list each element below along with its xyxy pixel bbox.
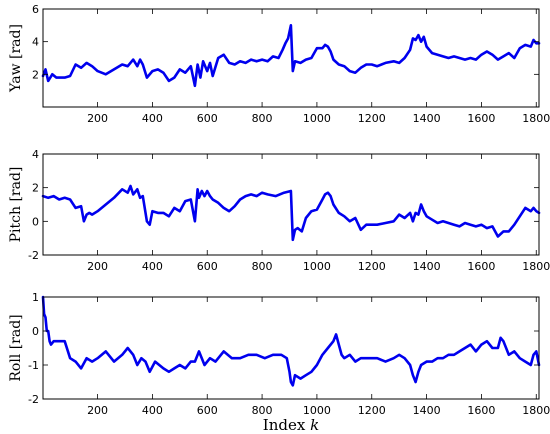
roll-x-tick-label: 1600 <box>467 404 495 417</box>
roll-x-tick-label: 200 <box>87 404 108 417</box>
roll-y-axis-label: Roll [rad] <box>8 314 24 381</box>
yaw-x-tick-label: 1800 <box>522 112 550 125</box>
yaw-y-tick-label: 6 <box>32 3 39 16</box>
roll-x-tick-label: 800 <box>252 404 273 417</box>
pitch-series-line-0 <box>41 184 541 242</box>
pitch-axes-frame <box>42 153 540 256</box>
pitch-panel: 200 400 600 800 1000 1200 1400 1600 1800 -2 0 2 4 Pit… <box>8 148 550 273</box>
pitch-x-tick-label: 600 <box>197 260 218 273</box>
yaw-x-tick-label: 1600 <box>467 112 495 125</box>
pitch-y-tick-label: -2 <box>28 249 39 262</box>
pitch-x-tick-label: 800 <box>252 260 273 273</box>
yaw-y-tick-label: 4 <box>32 36 39 49</box>
pitch-x-tick-label: 1600 <box>467 260 495 273</box>
roll-x-tick-label: 1200 <box>358 404 386 417</box>
pitch-y-tick-label: 2 <box>32 182 39 195</box>
roll-x-tick-label: 400 <box>142 404 163 417</box>
yaw-y-axis-label: Yaw [rad] <box>8 24 24 93</box>
yaw-x-tick-label: 600 <box>197 112 218 125</box>
yaw-x-tick-label: 1200 <box>358 112 386 125</box>
yaw-series-line-0 <box>41 24 541 88</box>
pitch-x-tick-label: 400 <box>142 260 163 273</box>
pitch-y-tick-label: 0 <box>32 215 39 228</box>
roll-panel: 200 400 600 800 1000 1200 1400 1600 1800 -2 -1 0 1 Ro… <box>8 291 550 417</box>
yaw-x-tick-label: 400 <box>142 112 163 125</box>
yaw-x-tick-label: 200 <box>87 112 108 125</box>
roll-series-line-0 <box>41 295 541 387</box>
roll-y-tick-label: 1 <box>32 291 39 304</box>
yaw-x-tick-label: 1000 <box>303 112 331 125</box>
yaw-x-tick-label: 1400 <box>413 112 441 125</box>
roll-x-tick-label: 1400 <box>413 404 441 417</box>
roll-y-tick-label: -1 <box>28 359 39 372</box>
pitch-x-tick-label: 1400 <box>413 260 441 273</box>
pitch-y-axis-label: Pitch [rad] <box>8 167 24 243</box>
pitch-x-tick-label: 1200 <box>358 260 386 273</box>
pitch-x-tick-label: 1800 <box>522 260 550 273</box>
pitch-x-tick-label: 200 <box>87 260 108 273</box>
roll-y-tick-label: -2 <box>28 393 39 406</box>
yaw-axes-frame <box>42 8 540 108</box>
yaw-y-tick-label: 2 <box>32 68 39 81</box>
pitch-x-tick-label: 1000 <box>303 260 331 273</box>
roll-x-tick-label: 1000 <box>303 404 331 417</box>
roll-axes-frame <box>42 296 540 400</box>
yaw-panel: 200 400 600 800 1000 1200 1400 1600 1800 2 4 6 Yaw [… <box>8 3 550 125</box>
roll-y-tick-label: 0 <box>32 325 39 338</box>
x-axis-label: Index k <box>263 416 319 434</box>
yaw-x-tick-label: 800 <box>252 112 273 125</box>
roll-x-tick-label: 1800 <box>522 404 550 417</box>
pitch-y-tick-label: 4 <box>32 148 39 161</box>
roll-x-tick-label: 600 <box>197 404 218 417</box>
